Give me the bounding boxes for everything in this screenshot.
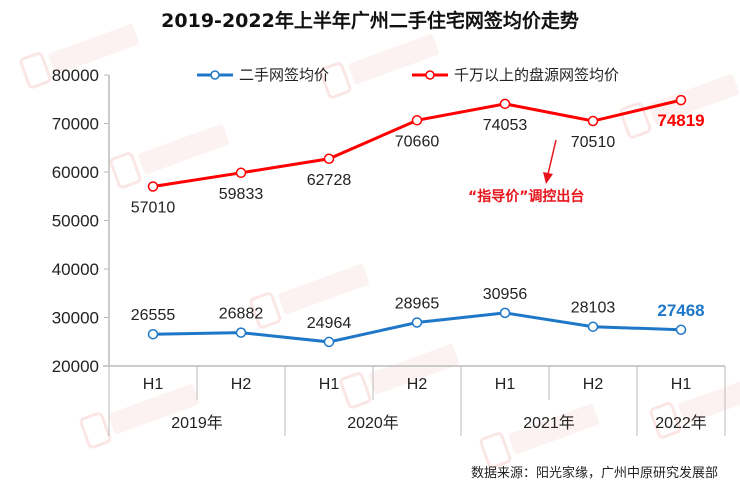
- data-point: [147, 328, 159, 340]
- data-label: 70510: [571, 134, 616, 151]
- y-tick-label: 40000: [52, 260, 99, 279]
- data-label: 30956: [483, 286, 528, 303]
- chart-title: 2019-2022年上半年广州二手住宅网签均价走势: [161, 10, 579, 32]
- x-tick-label: H1: [671, 376, 692, 393]
- data-label: 26882: [219, 306, 264, 323]
- data-point: [499, 307, 511, 319]
- y-tick-label: 60000: [52, 163, 99, 182]
- data-label: 28965: [395, 296, 440, 313]
- data-label: 28103: [571, 300, 616, 317]
- data-label: 26555: [131, 307, 176, 324]
- watermark-logo: [109, 124, 229, 189]
- legend-label: 二手网签均价: [239, 66, 330, 84]
- x-tick-label: H2: [231, 376, 252, 393]
- watermark-logo: [649, 374, 740, 439]
- annotation-label: “指导价”调控出台: [468, 189, 585, 205]
- watermark-logo: [339, 344, 459, 409]
- annotation-arrow: [547, 139, 557, 175]
- data-label: 27468: [657, 301, 704, 320]
- x-group-label: 2020年: [347, 414, 399, 432]
- x-tick-label: H2: [407, 376, 428, 393]
- data-label: 74819: [657, 111, 704, 130]
- data-point: [587, 321, 599, 332]
- data-point: [675, 94, 687, 106]
- data-label: 70660: [395, 133, 440, 150]
- data-point: [499, 98, 511, 110]
- data-point: [675, 324, 687, 336]
- x-tick-label: H1: [495, 376, 516, 393]
- data-point: [323, 153, 335, 165]
- annotation-arrowhead: [543, 172, 553, 184]
- legend-item-blue: 二手网签均价: [195, 64, 329, 85]
- data-label: 74053: [483, 117, 528, 134]
- data-label: 57010: [131, 200, 176, 217]
- data-label: 62728: [307, 172, 352, 189]
- watermark-logo: [19, 24, 139, 89]
- y-tick-label: 30000: [52, 309, 99, 328]
- y-tick-label: 20000: [52, 357, 99, 376]
- data-point: [235, 327, 247, 338]
- data-label: 59833: [219, 186, 264, 203]
- y-tick-label: 50000: [52, 212, 99, 231]
- source-note: 数据来源：阳光家缘，广州中原研究发展部: [470, 466, 718, 481]
- data-label: 24964: [307, 315, 352, 332]
- data-point: [411, 317, 423, 328]
- data-point: [411, 115, 423, 126]
- data-point: [235, 167, 247, 179]
- x-tick-label: H1: [319, 376, 340, 393]
- y-tick-label: 80000: [52, 66, 99, 85]
- watermark-logo: [79, 384, 199, 449]
- x-group-label: 2019年: [171, 414, 223, 432]
- legend-item-red: 千万以上的盘源网签均价: [410, 64, 619, 85]
- x-group-label: 2021年: [523, 414, 575, 432]
- watermark-logo: [249, 264, 369, 329]
- data-point: [323, 336, 335, 348]
- x-group-label: 2022年: [655, 414, 707, 432]
- data-point: [587, 115, 599, 127]
- legend-marker-blue: [197, 69, 233, 80]
- legend-label: 千万以上的盘源网签均价: [454, 66, 620, 84]
- x-tick-label: H1: [143, 376, 164, 393]
- data-point: [147, 181, 159, 192]
- watermark-logo: [479, 404, 599, 469]
- watermark-logo: [319, 34, 439, 99]
- x-tick-label: H2: [583, 376, 604, 393]
- watermark-logo: [619, 74, 739, 139]
- legend-marker-red: [412, 69, 448, 80]
- y-tick-label: 70000: [52, 115, 99, 134]
